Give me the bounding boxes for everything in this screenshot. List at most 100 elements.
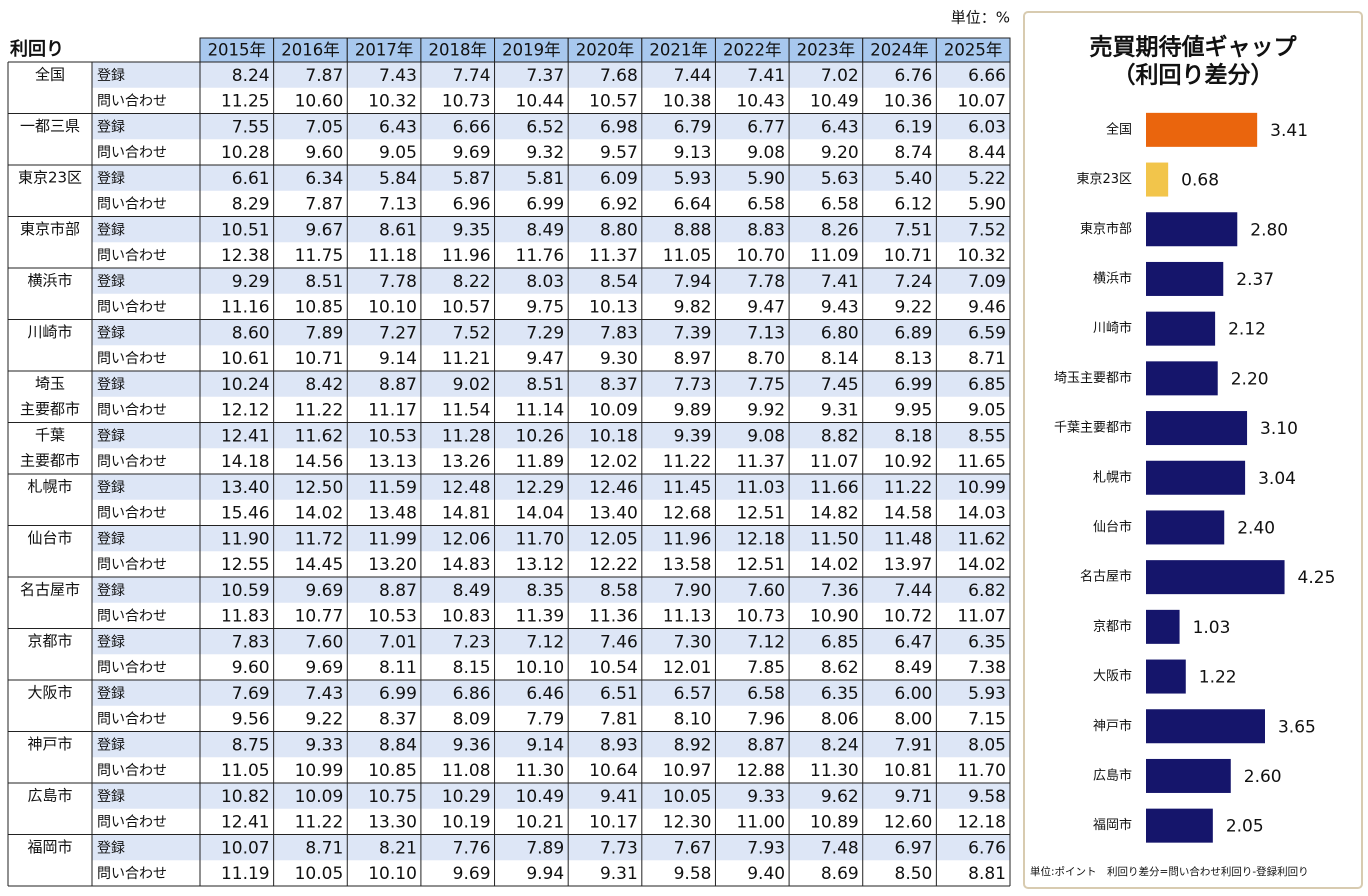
cell-value: 14.02	[295, 504, 344, 524]
cell-value: 10.61	[221, 349, 270, 369]
cell-value: 6.96	[453, 195, 491, 215]
cell-value: 8.29	[232, 195, 270, 215]
cell-value: 6.47	[895, 632, 933, 652]
cell-value: 10.82	[221, 787, 270, 807]
cell-value: 7.27	[379, 323, 417, 343]
cell-value: 9.60	[232, 658, 270, 678]
header-cell	[714, 37, 790, 63]
region-label: 仙台市	[27, 529, 72, 547]
row-type: 登録	[97, 119, 125, 135]
header-cell	[199, 37, 275, 63]
cell-value: 11.17	[368, 401, 417, 421]
cell-value: 8.54	[600, 272, 638, 292]
cell-value: 7.78	[379, 272, 417, 292]
cell-value: 5.87	[453, 169, 491, 189]
cell-value: 14.56	[295, 452, 344, 472]
cell-value: 9.46	[968, 298, 1006, 318]
cell-value: 9.47	[747, 298, 785, 318]
cell-value: 9.41	[600, 787, 638, 807]
cell-value: 8.82	[821, 426, 859, 446]
cell-value: 10.72	[884, 607, 933, 627]
cell-value: 10.13	[589, 298, 638, 318]
cell-value: 7.52	[968, 220, 1006, 240]
cell-value: 6.76	[895, 66, 933, 86]
cell-value: 11.07	[810, 452, 859, 472]
row-band	[92, 62, 1010, 88]
row-type: 登録	[97, 531, 125, 547]
bar	[1146, 361, 1218, 396]
category-label: 東京市部	[1080, 221, 1132, 237]
cell-value: 8.71	[305, 838, 343, 858]
cell-value: 12.12	[221, 401, 270, 421]
cell-value: 9.05	[968, 401, 1006, 421]
cell-value: 6.00	[895, 684, 933, 704]
cell-value: 5.22	[968, 169, 1006, 189]
cell-value: 8.93	[600, 735, 638, 755]
region-label: 主要都市	[20, 452, 80, 470]
cell-value: 11.72	[295, 529, 344, 549]
chart-note: 単位:ポイント 利回り差分=問い合わせ利回り-登録利回り	[1030, 865, 1309, 878]
cell-value: 11.62	[295, 426, 344, 446]
cell-value: 9.33	[305, 735, 343, 755]
cell-value: 11.22	[295, 401, 344, 421]
bar	[1146, 261, 1224, 296]
cell-value: 10.09	[589, 401, 638, 421]
row-type: 問い合わせ	[97, 300, 167, 316]
cell-value: 7.69	[232, 684, 270, 704]
cell-value: 11.65	[957, 452, 1006, 472]
cell-value: 10.99	[957, 478, 1006, 498]
cell-value: 9.36	[453, 735, 491, 755]
cell-value: 10.29	[442, 787, 491, 807]
bar	[1146, 560, 1285, 595]
value-label: 2.60	[1244, 767, 1282, 787]
cell-value: 9.58	[968, 787, 1006, 807]
category-label: 広島市	[1093, 767, 1132, 783]
value-label: 3.10	[1260, 419, 1298, 439]
cell-value: 6.77	[747, 117, 785, 137]
header-cell	[273, 37, 348, 63]
cell-value: 6.19	[895, 117, 933, 137]
cell-value: 6.58	[747, 195, 785, 215]
cell-value: 8.06	[821, 710, 859, 730]
cell-value: 8.74	[895, 143, 933, 163]
cell-value: 7.12	[526, 632, 564, 652]
cell-value: 7.12	[747, 632, 785, 652]
cell-value: 6.64	[674, 195, 712, 215]
cell-value: 5.90	[968, 195, 1006, 215]
cell-value: 8.70	[747, 349, 785, 369]
cell-value: 6.85	[821, 632, 859, 652]
cell-value: 10.32	[957, 246, 1006, 266]
cell-value: 12.50	[295, 478, 344, 498]
cell-value: 8.49	[453, 581, 491, 601]
cell-value: 6.57	[674, 684, 712, 704]
cell-value: 10.73	[736, 607, 785, 627]
cell-value: 9.69	[305, 658, 343, 678]
year-label: 2023年	[797, 41, 856, 60]
cell-value: 11.54	[442, 401, 491, 421]
cell-value: 6.43	[379, 117, 417, 137]
category-label: 全国	[1106, 121, 1132, 137]
cell-value: 8.22	[453, 272, 491, 292]
region-label: 神戸市	[27, 735, 72, 753]
cell-value: 7.24	[895, 272, 933, 292]
row-band	[92, 834, 1010, 861]
cell-value: 7.73	[674, 375, 712, 395]
cell-value: 10.90	[810, 607, 859, 627]
cell-value: 7.30	[674, 632, 712, 652]
cell-value: 8.37	[379, 710, 417, 730]
cell-value: 6.85	[968, 375, 1006, 395]
cell-value: 10.85	[295, 298, 344, 318]
row-type: 問い合わせ	[97, 145, 167, 161]
cell-value: 10.70	[736, 246, 785, 266]
value-label: 2.37	[1236, 270, 1274, 290]
cell-value: 8.92	[674, 735, 712, 755]
cell-value: 15.46	[221, 504, 270, 524]
cell-value: 8.03	[526, 272, 564, 292]
cell-value: 14.83	[442, 555, 491, 575]
row-type: 問い合わせ	[97, 403, 167, 419]
category-label: 神戸市	[1093, 718, 1132, 734]
cell-value: 8.13	[895, 349, 933, 369]
cell-value: 7.13	[379, 195, 417, 215]
cell-value: 12.18	[957, 813, 1006, 833]
category-label: 大阪市	[1093, 668, 1132, 684]
